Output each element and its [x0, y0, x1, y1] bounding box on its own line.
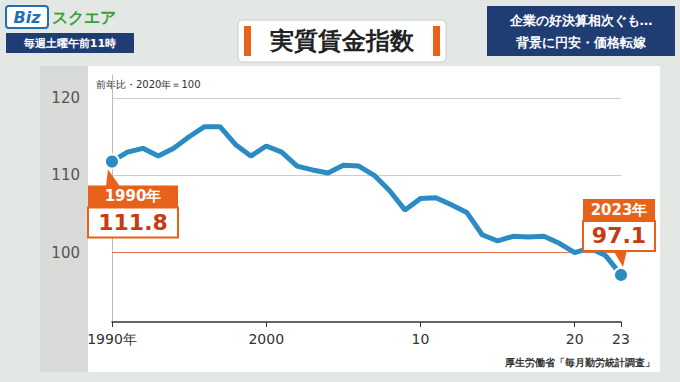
svg-text:企業の好決算相次ぐも…: 企業の好決算相次ぐも… [509, 13, 653, 28]
svg-text:20: 20 [566, 331, 584, 347]
svg-text:毎週土曜午前11時: 毎週土曜午前11時 [23, 37, 116, 50]
svg-text:厚生労働省「毎月勤労統計調査」: 厚生労働省「毎月勤労統計調査」 [504, 357, 655, 368]
svg-text:120: 120 [51, 89, 80, 107]
svg-text:111.8: 111.8 [98, 210, 168, 235]
svg-text:2023年: 2023年 [591, 201, 648, 219]
svg-text:1990年: 1990年 [87, 331, 137, 347]
svg-text:Biz: Biz [14, 8, 42, 27]
svg-text:背景に円安・価格転嫁: 背景に円安・価格転嫁 [515, 35, 647, 50]
svg-text:スクエア: スクエア [52, 8, 116, 27]
svg-text:10: 10 [412, 331, 430, 347]
svg-text:97.1: 97.1 [592, 223, 646, 248]
svg-text:100: 100 [51, 244, 80, 262]
svg-text:110: 110 [51, 166, 80, 184]
svg-text:23: 23 [612, 331, 630, 347]
svg-text:実質賃金指数: 実質賃金指数 [269, 27, 415, 55]
svg-text:1990年: 1990年 [105, 187, 162, 205]
svg-text:前年比・2020年＝100: 前年比・2020年＝100 [96, 79, 201, 90]
svg-text:2000: 2000 [248, 331, 284, 347]
